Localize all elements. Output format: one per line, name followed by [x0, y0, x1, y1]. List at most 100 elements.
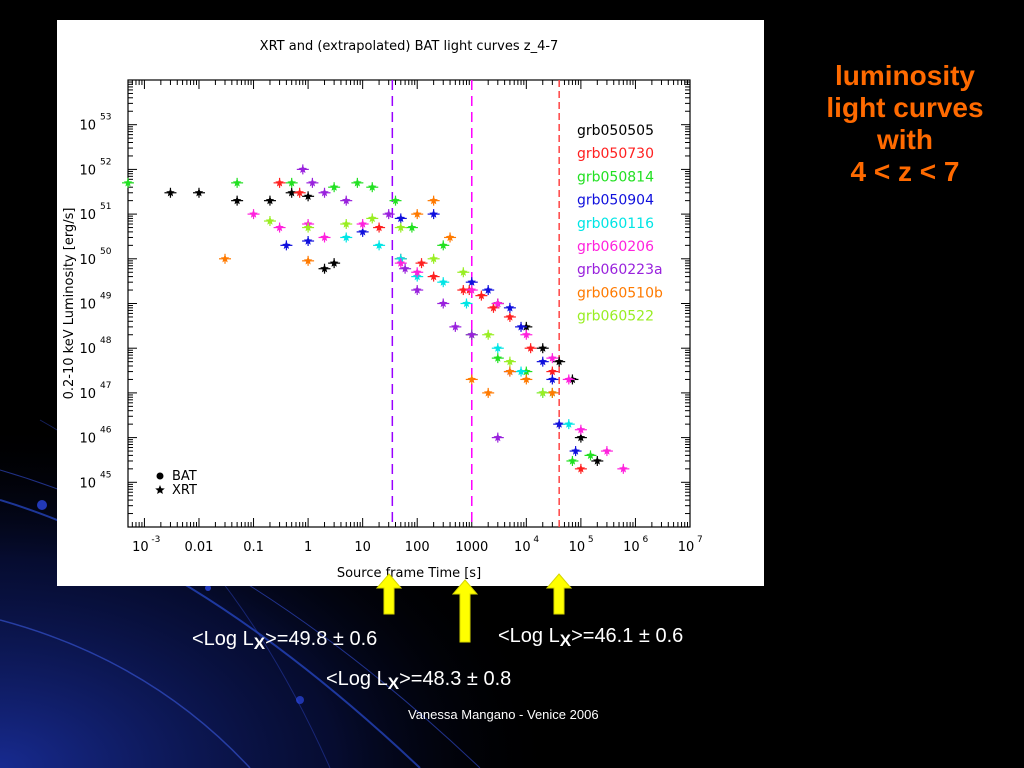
data-point: [439, 299, 448, 308]
data-point: [439, 277, 448, 286]
data-point: [548, 388, 557, 397]
data-point: [412, 267, 422, 276]
data-point: [602, 446, 612, 455]
x-tick-label: 10: [569, 540, 586, 555]
x-tick-exponent: 4: [533, 535, 539, 545]
data-point: [467, 374, 476, 384]
side-title-line: luminosity: [834, 60, 975, 91]
x-tick-label: 1: [304, 540, 312, 555]
note-subscript: X: [387, 674, 400, 693]
data-point: [576, 464, 586, 473]
x-tick-exponent: 7: [697, 535, 703, 545]
y-tick-label: 10: [79, 476, 96, 491]
data-point: [483, 285, 493, 294]
data-point: [493, 353, 503, 362]
x-tick-label: 10: [354, 540, 371, 555]
data-point: [384, 209, 393, 218]
y-tick-label: 10: [79, 342, 96, 357]
data-point: [320, 188, 329, 197]
data-point: [451, 322, 460, 331]
note-prefix: <Log L: [498, 625, 560, 647]
data-point: [342, 233, 351, 242]
x-tick-label: 10: [623, 540, 640, 555]
legend-entry: grb050730: [577, 146, 654, 162]
data-point: [275, 223, 284, 232]
data-point: [123, 178, 133, 187]
x-tick-label: 0.01: [185, 540, 214, 555]
data-point: [396, 258, 406, 267]
side-title-line: 4 < z < 7: [850, 156, 960, 187]
x-tick-label: 10: [514, 540, 531, 555]
y-tick-exponent: 52: [100, 157, 111, 167]
y-tick-exponent: 49: [100, 292, 112, 302]
up-arrow-icon: [451, 579, 479, 643]
data-point: [265, 216, 275, 225]
data-point: [576, 433, 586, 442]
data-point: [194, 188, 204, 197]
y-tick-exponent: 47: [100, 381, 111, 391]
data-point: [166, 188, 175, 197]
x-tick-exponent: -3: [151, 535, 160, 545]
data-point: [467, 277, 476, 286]
data-point: [342, 196, 351, 205]
x-tick-label: 10: [678, 540, 695, 555]
data-point: [548, 367, 557, 376]
xrt-marker: [155, 485, 165, 494]
data-point: [554, 357, 564, 366]
data-point: [308, 178, 317, 187]
data-point: [586, 450, 595, 459]
y-tick-exponent: 50: [100, 247, 112, 257]
data-point: [459, 267, 468, 276]
up-arrow-icon: [375, 573, 403, 615]
data-point: [505, 357, 515, 366]
legend-entry: grb060522: [577, 309, 654, 325]
light-curve-chart: XRT and (extrapolated) BAT light curves …: [62, 39, 703, 581]
data-point: [320, 264, 329, 273]
data-point: [368, 213, 377, 223]
data-point: [220, 254, 230, 263]
y-tick-label: 10: [79, 163, 96, 178]
data-point: [429, 272, 438, 281]
data-point: [329, 258, 339, 267]
symbol-legend-label: XRT: [172, 483, 197, 498]
data-point: [265, 196, 275, 205]
data-point: [467, 285, 476, 294]
legend-entry: grb050814: [577, 169, 654, 185]
legend-entry: grb050904: [577, 193, 654, 209]
y-tick-exponent: 53: [100, 113, 111, 123]
data-point: [275, 178, 284, 187]
data-point: [429, 254, 438, 263]
data-point: [439, 240, 448, 249]
data-point: [564, 374, 574, 384]
data-point: [477, 291, 486, 300]
data-point: [493, 433, 503, 442]
x-tick-exponent: 5: [588, 535, 594, 545]
data-point: [564, 419, 574, 428]
data-point: [400, 264, 410, 273]
data-point: [396, 213, 406, 223]
note-subscript: X: [253, 634, 266, 653]
data-point: [287, 178, 296, 187]
data-point: [467, 330, 476, 339]
note-suffix: >=48.3 ± 0.8: [399, 668, 512, 690]
data-point: [396, 223, 406, 232]
x-tick-label: 100: [405, 540, 430, 555]
data-point: [374, 240, 384, 249]
data-point: [483, 330, 493, 339]
data-point: [483, 388, 493, 397]
x-tick-exponent: 6: [642, 535, 648, 545]
data-point: [445, 233, 455, 242]
data-point: [303, 256, 313, 265]
data-point: [489, 303, 498, 312]
y-tick-label: 10: [79, 208, 96, 223]
data-point: [303, 191, 313, 200]
luminosity-note-early: <Log LX>=49.8 ± 0.6: [192, 628, 377, 653]
data-point: [358, 227, 367, 236]
data-point: [249, 209, 258, 218]
data-point: [232, 196, 242, 205]
data-point: [538, 343, 547, 352]
luminosity-note-late: <Log LX>=46.1 ± 0.6: [498, 625, 683, 650]
data-point: [368, 182, 377, 191]
chart-title: XRT and (extrapolated) BAT light curves …: [260, 39, 559, 54]
data-point: [576, 425, 586, 434]
